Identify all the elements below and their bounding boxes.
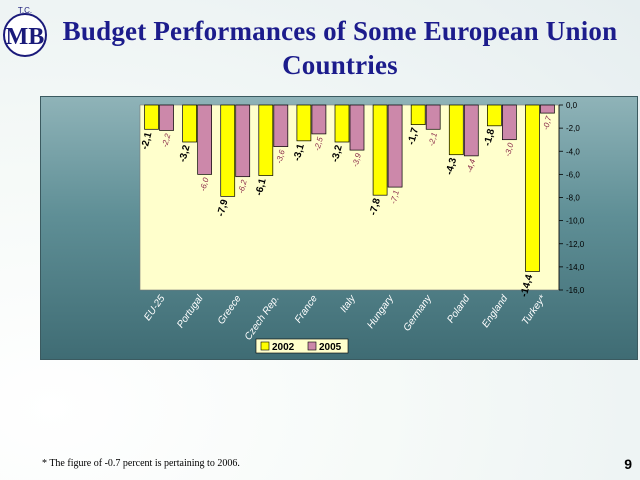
category-label: Greece [216,293,244,327]
y-tick-label: -8,0 [566,194,580,203]
legend [255,338,349,354]
title-line-1: Budget Performances of Some European Uni… [62,16,618,46]
bar-2002 [220,104,236,197]
bar-2005 [273,104,289,147]
footnote: * The figure of -0.7 percent is pertaini… [42,458,240,469]
budget-chart: 0,0 -2,0 -4,0 -6,0 -8,0 -10,0 -12,0 -14,0 -16,0 -… [139,101,585,354]
data-label-2005: -3,6 [274,148,286,164]
data-label-2002: -7,9 [216,198,231,218]
legend-swatch-2002 [260,341,270,351]
chart-frame: 0,0 -2,0 -4,0 -6,0 -8,0 -10,0 -12,0 -14,0 -16,0 -… [40,96,638,360]
category-label: EU-25 [142,293,168,323]
logo-letters: MB [6,24,45,50]
data-label-2005: -3,0 [503,141,515,157]
y-tick-label: -16,0 [566,286,585,295]
legend-label-2005: 2005 [319,342,342,353]
data-label-2002: -3,1 [292,142,307,162]
bar-2005 [540,104,555,114]
bar-2002 [448,104,464,156]
y-tick-label: -2,0 [566,124,580,133]
slide-title: Budget Performances of Some European Uni… [40,14,640,82]
category-label: Portugal [175,293,206,330]
data-label-2002: -6,1 [254,177,269,197]
logo-top-text: T.C. [18,6,32,15]
bar-2005 [197,104,212,175]
category-label: Hungary [365,293,396,331]
bar-2002 [487,104,502,127]
data-label-2002: -1,8 [482,127,497,147]
y-tick-label: -6,0 [566,170,580,179]
y-tick-label: -10,0 [566,217,585,226]
data-label-2002: -2,1 [139,131,154,151]
bar-2002 [372,104,388,196]
data-label-2005: -0,7 [541,115,553,131]
bar-2005 [425,104,441,130]
bar-2002 [334,104,350,143]
data-label-2005: -6,0 [198,176,210,192]
bar-2005 [311,104,327,135]
data-label-2005: -2,5 [313,136,325,152]
data-label-2005: -3,9 [351,152,363,168]
bar-2005 [159,104,174,131]
y-tick-label: -14,0 [566,263,585,272]
data-label-2005: -2,2 [160,132,172,148]
bar-2005 [349,104,365,151]
legend-label-2002: 2002 [272,342,295,353]
data-label-2002: -4,3 [444,156,459,176]
category-label: England [480,293,510,330]
bar-2002 [410,104,426,126]
bar-2002 [144,104,159,130]
data-label-2005: -4,4 [465,158,477,174]
category-label: Czech Rep. [243,293,282,342]
bar-2005 [463,104,479,157]
bar-2005 [502,104,517,141]
title-line-2: Countries [282,50,398,80]
data-label-2002: -7,8 [368,197,383,217]
y-tick-label: -12,0 [566,240,585,249]
data-label-2005: -6,2 [236,178,248,194]
data-label-2005: -2,1 [427,131,439,147]
data-label-2002: -3,2 [177,144,192,164]
logo: T.C. MB [2,2,48,60]
bar-2002 [182,104,197,143]
category-label: Poland [445,293,472,325]
y-tick-label: -4,0 [566,147,580,156]
data-label-2002: -1,7 [406,126,421,146]
category-label: Germany [402,293,435,334]
legend-swatch-2005 [307,341,317,351]
bar-2002 [525,104,540,272]
data-label-2002: -3,2 [330,144,345,164]
data-label-2005: -7,1 [389,189,401,205]
bar-2005 [235,104,251,178]
category-label: France [293,293,320,325]
page-number: 9 [624,456,632,472]
bar-2005 [387,104,403,188]
bar-2002 [296,104,312,142]
category-label: Italy [338,293,358,315]
bar-2002 [258,104,274,176]
y-tick-label: 0,0 [566,101,578,110]
